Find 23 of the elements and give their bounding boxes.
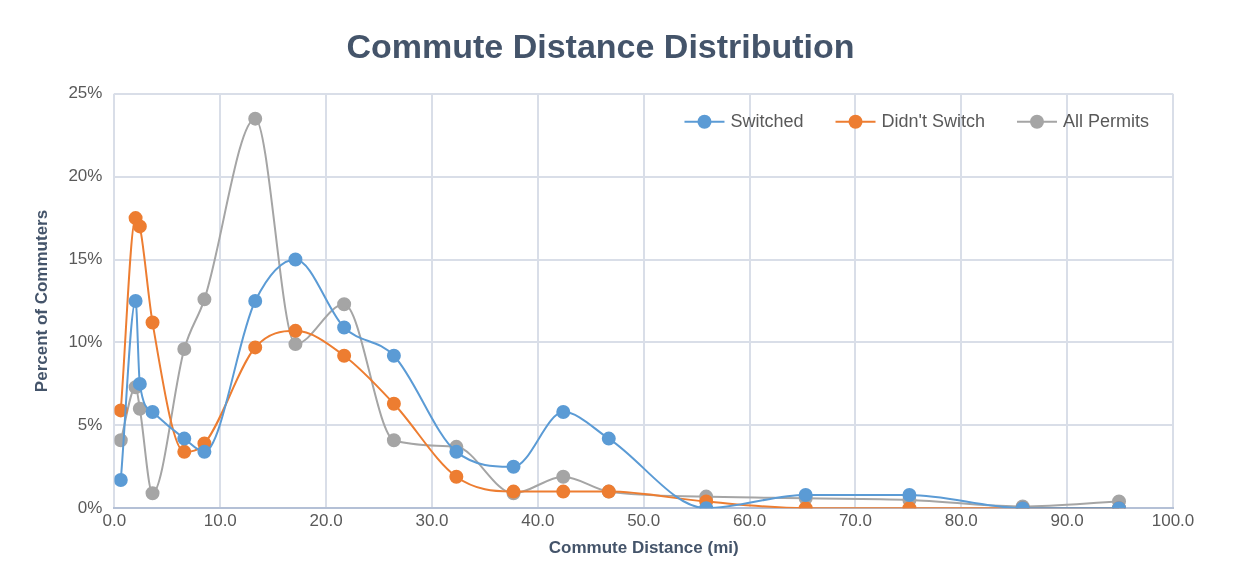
x-tick-label: 100.0	[1151, 511, 1195, 531]
legend-label: Switched	[730, 110, 804, 131]
y-tick-label: 20%	[68, 166, 103, 186]
y-axis-title: Percent of Commuters	[31, 209, 51, 393]
y-tick-label: 0%	[77, 497, 103, 517]
x-tick-label: 10.0	[203, 511, 237, 531]
y-tick-label: 10%	[68, 332, 103, 352]
x-tick-label: 60.0	[733, 511, 767, 531]
x-tick-label: 0.0	[102, 511, 127, 531]
legend-label: All Permits	[1062, 110, 1150, 131]
y-tick-label: 25%	[68, 83, 103, 103]
x-tick-label: 90.0	[1050, 511, 1084, 531]
x-tick-label: 40.0	[521, 511, 555, 531]
x-axis-title: Commute Distance (mi)	[548, 538, 739, 558]
x-tick-label: 20.0	[309, 511, 343, 531]
y-tick-label: 15%	[68, 249, 103, 269]
chart-title: Commute Distance Distribution	[346, 26, 855, 65]
x-tick-label: 50.0	[627, 511, 661, 531]
legend-label: Didn't Switch	[881, 110, 985, 131]
x-tick-label: 30.0	[415, 511, 449, 531]
x-tick-label: 80.0	[944, 511, 978, 531]
x-tick-label: 70.0	[838, 511, 872, 531]
y-tick-label: 5%	[77, 415, 103, 435]
